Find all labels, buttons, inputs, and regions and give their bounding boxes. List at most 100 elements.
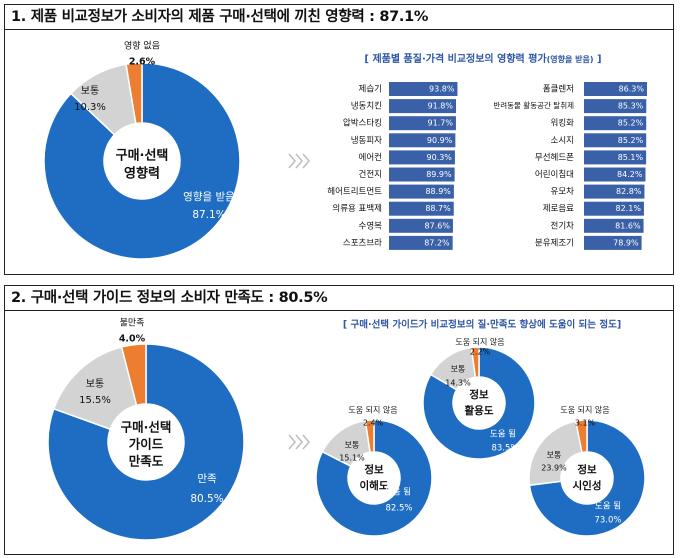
bar-category-label: 유모차	[551, 187, 575, 197]
arrow-chevron	[288, 153, 296, 169]
small-donut-center-label: 정보	[469, 388, 489, 401]
bar-category-label: 수영복	[359, 220, 383, 231]
data-label: 15.1%	[339, 454, 365, 463]
bar-category-label: 소시지	[551, 136, 574, 146]
donut-group-title: [ 구매·선택 가이드가 비교정보의 질·만족도 향상에 도움이 되는 정도]	[343, 319, 621, 331]
small-donut-1-slice-2	[470, 346, 480, 379]
bar	[584, 218, 644, 233]
bar-category-label: 반려동물 활동공간 탈취제	[493, 100, 574, 110]
bar-data-label: 82.1%	[616, 204, 642, 213]
small-donut-0-slice-2	[364, 419, 375, 454]
bar-category-label: 건전지	[359, 169, 382, 180]
bar-data-label: 88.9%	[425, 187, 451, 196]
slice-label: 도움 되지 않음	[560, 406, 609, 415]
slice-label: 도움 되지 않음	[348, 406, 397, 415]
bar-category-label: 냉동피자	[351, 135, 382, 146]
bar-data-label: 78.9%	[613, 238, 639, 247]
small-donut-2-slice-0	[528, 419, 646, 537]
bar-data-label: 84.2%	[617, 170, 643, 179]
slice-label: 영향 없음	[124, 40, 160, 52]
data-label: 2.6%	[129, 57, 156, 68]
data-label: 10.3%	[74, 102, 106, 113]
bar-data-label: 81.6%	[615, 221, 641, 230]
bar	[584, 235, 642, 250]
data-label: 83.5%	[491, 444, 518, 454]
satisfaction-donut-slice-2	[120, 343, 147, 407]
slice-label: 보통	[547, 451, 562, 460]
data-label: 80.5%	[190, 493, 223, 505]
data-label: 2.4%	[363, 419, 384, 428]
small-donut-center-label: 시인성	[573, 479, 602, 492]
slice-label: 보통	[86, 378, 104, 390]
bar-chart-title: [ 제품별 품질·가격 비교정보의 영향력 평가(영향을 받음) ]	[364, 52, 601, 65]
bar-category-label: 압박스타킹	[343, 118, 382, 129]
bar-category-label: 전기차	[551, 220, 575, 231]
bar	[389, 218, 453, 233]
small-donut-center-label: 이해도	[360, 479, 389, 492]
panel-title: 2. 구매·선택 가이드 정보의 소비자 만족도 : 80.5%	[5, 286, 673, 311]
bar-category-label: 폼클렌저	[543, 84, 574, 95]
bar-category-label: 분유제조기	[535, 238, 574, 248]
bar	[584, 116, 647, 131]
bar	[584, 99, 647, 114]
bar	[389, 133, 456, 148]
bar	[584, 82, 647, 96]
donut-center-label: 구매·선택	[116, 148, 169, 164]
bar-data-label: 93.8%	[429, 85, 455, 94]
influence-donut-slice-0	[43, 62, 241, 260]
slice-label: 보통	[451, 365, 466, 374]
small-donut-2-slice-2	[574, 419, 588, 454]
small-donut-0-slice-0	[315, 419, 433, 537]
donut-center-label: 만족도	[129, 454, 164, 469]
bar-data-label: 82.8%	[616, 187, 642, 196]
bar-category-label: 에어컨	[359, 152, 382, 163]
small-donut-center-label: 정보	[577, 463, 597, 476]
small-donut-center-label: 활용도	[465, 404, 494, 417]
bar-data-label: 90.9%	[427, 136, 453, 145]
bar	[584, 133, 647, 148]
data-label: 14.3%	[445, 379, 471, 388]
bar-data-label: 90.3%	[426, 153, 452, 162]
data-label: 15.5%	[79, 395, 111, 406]
bar	[584, 201, 644, 216]
data-label: 73.0%	[594, 516, 621, 526]
bar-data-label: 85.2%	[618, 136, 644, 145]
panel-title: 1. 제품 비교정보가 소비자의 제품 구매·선택에 끼친 영향력 : 87.1…	[5, 5, 673, 30]
bar	[389, 99, 457, 114]
bar-data-label: 89.9%	[426, 170, 452, 179]
bar	[389, 116, 456, 131]
bar	[389, 235, 453, 250]
slice-label: 보통	[345, 441, 360, 450]
arrow-chevron	[302, 434, 310, 450]
bar-data-label: 88.7%	[425, 204, 451, 213]
arrow-chevron	[295, 153, 303, 169]
slice-label: 영향을 받음	[183, 191, 235, 203]
data-label: 23.9%	[541, 464, 567, 473]
slice-label: 보통	[81, 85, 99, 97]
small-donut-1-slice-0	[422, 346, 536, 460]
bar-data-label: 85.3%	[618, 102, 644, 111]
bar-category-label: 스포츠브라	[343, 238, 382, 248]
slice-label: 도움 됨	[595, 501, 621, 512]
bar-data-label: 91.7%	[428, 119, 454, 128]
bar-category-label: 제습기	[359, 85, 382, 95]
bar	[389, 167, 455, 182]
bar	[584, 184, 645, 199]
arrow-chevron	[302, 153, 310, 169]
slice-label: 만족	[197, 473, 217, 485]
data-label: 2.2%	[470, 348, 491, 357]
bar-data-label: 86.3%	[619, 85, 645, 94]
slice-label: 도움 됨	[385, 487, 411, 498]
bar-data-label: 85.1%	[618, 153, 644, 162]
bar	[584, 167, 646, 182]
data-label: 82.5%	[385, 504, 412, 514]
donut-center-label: 영향력	[124, 166, 160, 182]
bar-category-label: 제로음료	[543, 204, 574, 214]
bar-category-label: 어린이침대	[535, 169, 574, 180]
bar	[584, 150, 647, 165]
donut-center-label: 가이드	[129, 437, 164, 452]
bar	[389, 150, 455, 165]
bar	[389, 201, 454, 216]
data-label: 87.1%	[192, 209, 225, 221]
